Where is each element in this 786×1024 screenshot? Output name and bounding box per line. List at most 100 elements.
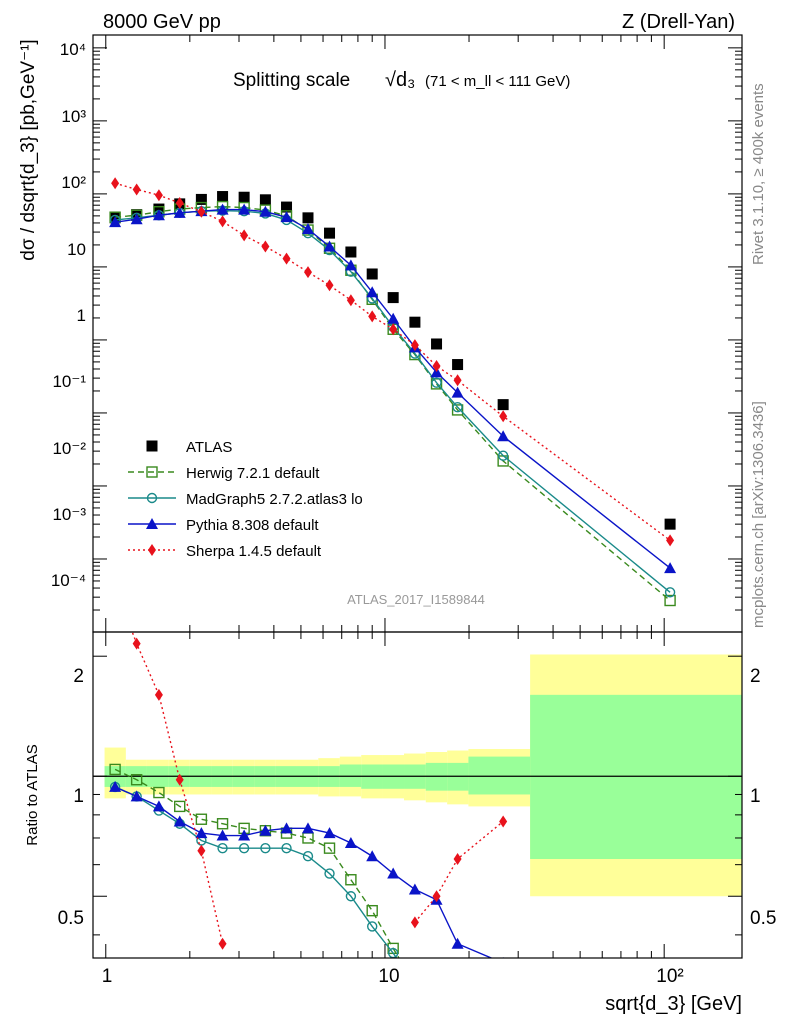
x-tick-label: 10	[378, 966, 399, 987]
ratio-point	[499, 815, 508, 828]
y-axis-label: dσ / dsqrt{d_3} [pb,GeV⁻¹]	[18, 39, 39, 260]
ratio-point	[195, 827, 208, 839]
data-point	[238, 191, 250, 203]
ratio-point	[366, 904, 378, 917]
legend-entry-madgraph: MadGraph5 2.7.2.atlas3 lo	[186, 491, 363, 508]
ratio-line	[414, 820, 504, 923]
ratio-tick-left: 1	[73, 786, 84, 807]
y-tick-label: 10³	[61, 107, 86, 126]
data-point	[452, 401, 463, 413]
data-point	[325, 279, 334, 292]
data-point	[432, 359, 441, 372]
ratio-point	[410, 916, 419, 929]
data-point	[664, 587, 676, 598]
data-point	[387, 312, 400, 324]
data-point	[281, 201, 293, 213]
y-tick-label: 10⁻²	[52, 439, 86, 458]
data-point	[218, 215, 227, 228]
ratio-tick-right: 2	[750, 666, 761, 687]
data-point	[451, 386, 464, 398]
data-point	[259, 205, 272, 217]
legend-entry-herwig: Herwig 7.2.1 default	[186, 465, 320, 482]
band-inner-bin	[468, 756, 531, 795]
data-point	[259, 194, 271, 206]
data-point	[153, 203, 165, 215]
data-point	[664, 518, 676, 530]
plot-title-cut: (71 < m_ll < 111 GeV)	[425, 73, 570, 90]
data-point	[409, 316, 421, 328]
ratio-point	[323, 827, 336, 839]
ratio-point	[260, 842, 271, 854]
ratio-point	[109, 780, 122, 792]
data-point	[217, 191, 229, 203]
analysis-label: ATLAS_2017_I1589844	[347, 592, 485, 607]
ratio-point	[410, 980, 419, 989]
data-point	[664, 594, 676, 607]
data-series	[109, 177, 677, 990]
data-point	[497, 399, 509, 411]
data-point	[431, 338, 443, 350]
ratio-point	[217, 842, 228, 854]
y-tick-label: 10⁻⁴	[51, 571, 86, 590]
data-point	[132, 183, 141, 196]
legend-entry-pythia: Pythia 8.308 default	[186, 517, 319, 534]
data-point	[666, 534, 675, 547]
data-point	[366, 286, 379, 298]
plot-title-symbol: √d₃	[385, 69, 415, 91]
ratio-point	[345, 891, 357, 902]
series-line	[115, 209, 671, 593]
ratio-point	[302, 851, 314, 862]
y-tick-label: 10	[67, 240, 86, 259]
data-point	[303, 266, 312, 279]
data-point	[497, 450, 509, 461]
ratio-line	[114, 786, 494, 958]
ratio-y-axis-label: Ratio to ATLAS	[24, 744, 41, 845]
legend-markers	[128, 440, 176, 556]
ratio-point	[324, 868, 335, 879]
data-point	[387, 292, 399, 304]
ratio-point	[345, 874, 357, 886]
data-point	[497, 430, 510, 442]
mcplots-label: mcplots.cern.ch [arXiv:1306.3436]	[750, 401, 767, 628]
rivet-label: Rivet 3.1.10, ≥ 400k events	[750, 83, 767, 265]
ratio-point	[281, 842, 292, 854]
data-point	[195, 193, 207, 205]
data-point	[111, 177, 120, 190]
data-point	[368, 310, 377, 323]
series-2	[109, 205, 676, 598]
ratio-point	[302, 832, 314, 844]
legend-marker	[146, 466, 158, 478]
ratio-point	[216, 829, 229, 841]
data-point	[453, 374, 462, 387]
data-point	[346, 294, 355, 307]
legend-entry-sherpa: Sherpa 1.4.5 default	[186, 543, 322, 560]
x-tick-label: 1	[102, 966, 113, 987]
ratio-point	[238, 829, 251, 841]
band-inner-bin	[530, 694, 742, 859]
ratio-line	[131, 632, 224, 944]
data-point	[302, 212, 314, 224]
ratio-point	[410, 980, 420, 990]
ratio-y-tick-labels: 0.5 1 2 0.5 1 2	[58, 666, 777, 929]
ratio-point	[111, 580, 119, 592]
ratio-point	[323, 842, 336, 854]
ratio-tick-left: 2	[73, 666, 84, 687]
data-point	[345, 246, 357, 258]
data-point	[282, 252, 291, 265]
series-line	[114, 182, 671, 541]
data-point	[238, 203, 251, 215]
ratio-frame	[92, 631, 743, 959]
data-point	[216, 203, 229, 215]
ratio-line	[114, 786, 398, 958]
ratio-point	[366, 850, 379, 862]
ratio-point	[408, 883, 421, 895]
series-3	[109, 203, 677, 574]
ratio-point	[451, 937, 464, 949]
ratio-point	[259, 824, 272, 836]
series-line	[115, 208, 671, 569]
ratio-tick-right: 0.5	[750, 908, 776, 929]
axes	[92, 34, 743, 959]
ratio-point	[153, 786, 165, 799]
x-tick-labels: 1 10 10²	[102, 966, 684, 987]
